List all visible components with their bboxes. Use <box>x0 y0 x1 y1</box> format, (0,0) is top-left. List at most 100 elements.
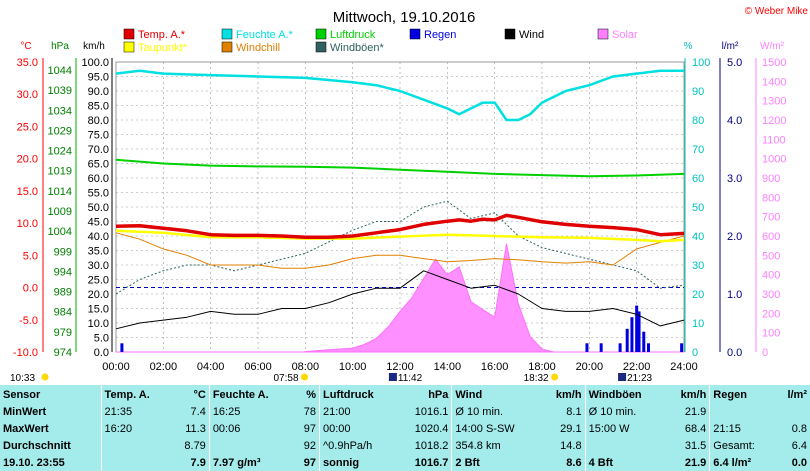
rain-bar <box>120 343 124 352</box>
axis-tick-label: 55.0 <box>88 188 109 200</box>
axis-tick-label: 1039 <box>48 85 72 97</box>
axis-tick-label: 3.0 <box>727 173 742 185</box>
x-tick-label: 14:00 <box>434 361 462 373</box>
axis-tick-label: 60.0 <box>88 173 109 185</box>
rain-bar <box>618 343 622 352</box>
axis-tick-label: 100 <box>762 328 780 340</box>
axis-tick-label: 200 <box>762 308 780 320</box>
x-tick-label: 08:00 <box>292 361 320 373</box>
axis-tick-label: 1200 <box>762 115 786 127</box>
axis-tick-label: 40 <box>692 231 704 243</box>
plot-area <box>115 69 685 353</box>
table-cell: 8.79 <box>184 439 206 452</box>
x-tick-label: 18:00 <box>528 361 556 373</box>
axis-tick-label: 4.0 <box>727 115 742 127</box>
legend-swatch <box>504 28 516 40</box>
x-tick-label: 10:00 <box>339 361 367 373</box>
rain-bar <box>635 305 639 352</box>
sun-icon <box>551 373 559 381</box>
table-cell: Ø 10 min. <box>584 404 667 421</box>
table-cell: 1016.1 <box>414 406 449 419</box>
axis-tick-label: 999 <box>54 246 72 258</box>
axis-tick-label: 400 <box>762 270 780 282</box>
table-cell: 29.1 <box>560 423 582 436</box>
sun-icon <box>41 373 49 381</box>
axis-tick-label: 20 <box>692 289 704 301</box>
table-cell <box>584 437 667 455</box>
axis-tick-label: 10 <box>692 318 704 330</box>
table-header-cell: l/m² <box>787 388 807 401</box>
table-cell: MinWert <box>3 406 47 419</box>
table-header-cell: °C <box>193 388 206 401</box>
legend-label: Regen <box>424 29 456 41</box>
table-cell <box>100 454 172 471</box>
legend-swatch <box>315 28 327 40</box>
axis-tick-label: 0 <box>692 347 698 359</box>
table-header-cell: Feuchte A. <box>208 385 295 405</box>
legend-swatch <box>409 28 421 40</box>
axis-tick-label: 5.0 <box>23 250 38 262</box>
axis-unit: °C <box>20 41 31 52</box>
x-tick-label: 20:00 <box>576 361 604 373</box>
axis-tick-label: 1034 <box>48 105 72 117</box>
table-cell: 14.8 <box>560 439 582 452</box>
axis-tick-label: 15.0 <box>88 304 109 316</box>
chart-title: Mittwoch, 19.10.2016 <box>333 9 476 26</box>
axis-tick-label: 1024 <box>48 146 72 158</box>
table-cell: 14:00 S-SW <box>451 420 542 438</box>
axis-tick-label: 974 <box>54 347 72 359</box>
table-cell: 8.1 <box>566 406 582 419</box>
axis-tick-label: 984 <box>54 307 72 319</box>
axis-tick-label: 5.0 <box>727 57 742 69</box>
axis-tick-label: 500 <box>762 250 780 262</box>
legend-swatch <box>315 41 327 53</box>
table-cell: 16:20 <box>100 420 172 438</box>
axis-tick-label: 900 <box>762 173 780 185</box>
table-header-cell: hPa <box>428 388 449 401</box>
axis-tick-label: 1029 <box>48 125 72 137</box>
axis-tick-label: 1500 <box>762 57 786 69</box>
x-tick-label: 24:00 <box>670 361 698 373</box>
legend-label: Feuchte A.* <box>236 29 294 41</box>
table-cell: 21:15 <box>709 420 776 438</box>
axis-tick-label: 994 <box>54 266 72 278</box>
table-cell: 19.10. 23:55 <box>3 456 65 469</box>
table-cell: 0.0 <box>791 456 807 469</box>
axis-tick-label: 30 <box>692 260 704 272</box>
axis-tick-label: 80 <box>692 115 704 127</box>
axis-tick-label: 85.0 <box>88 101 109 113</box>
x-tick-label: 02:00 <box>150 361 178 373</box>
legend-swatch <box>123 28 135 40</box>
rain-bar <box>585 343 589 352</box>
axis-unit: W/m² <box>760 41 785 52</box>
axis-tick-label: 1019 <box>48 166 72 178</box>
table-cell: 354.8 km <box>451 437 542 455</box>
rain-bar <box>599 343 603 352</box>
table-header-cell: km/h <box>555 388 582 401</box>
table-cell: 11.3 <box>185 423 206 436</box>
table-cell: 15:00 W <box>584 420 667 438</box>
rain-bar <box>637 311 641 352</box>
axis-unit: hPa <box>51 41 69 52</box>
table-cell: 97 <box>303 456 317 469</box>
x-tick-label: 04:00 <box>197 361 225 373</box>
axis-tick-label: 1004 <box>48 226 72 238</box>
sun-time-label: 10:33 <box>10 373 35 384</box>
axis-tick-label: 0.0 <box>727 347 742 359</box>
axis-tick-label: 600 <box>762 231 780 243</box>
axis-tick-label: 35.0 <box>17 57 38 69</box>
table-cell: 00:06 <box>208 420 295 438</box>
table-cell: 97 <box>303 423 317 436</box>
axes: 35.0 30.0 25.0 20.0 15.0 10.0 5.0 0.0 -5.0 -10.0 °… <box>13 41 787 373</box>
legend-label: Wind <box>519 29 544 41</box>
table-cell <box>775 404 810 421</box>
table-cell: 21:35 <box>100 404 172 421</box>
table-cell: ^0.9hPa/h <box>319 437 398 455</box>
series-line <box>115 229 685 243</box>
axis-tick-label: 30.0 <box>17 89 38 101</box>
axis-tick-label: -10.0 <box>13 347 38 359</box>
table-cell: 8.6 <box>566 456 582 469</box>
table-header-cell: Wind <box>451 385 542 405</box>
rain-bar <box>680 343 684 352</box>
table-cell: 78 <box>303 406 317 419</box>
